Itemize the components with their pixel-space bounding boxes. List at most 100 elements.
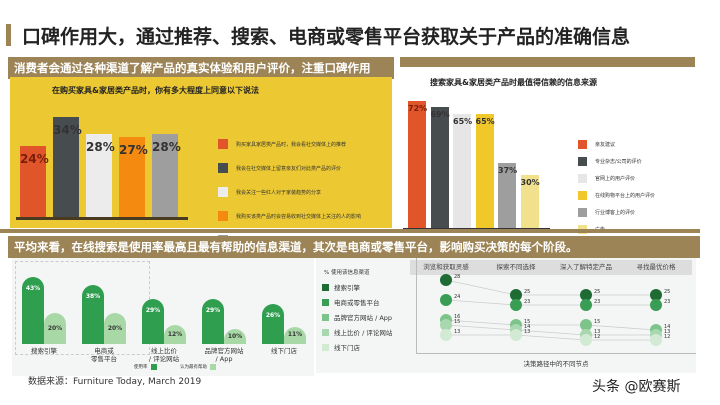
data-point xyxy=(440,319,452,331)
bar-value-label: 20% xyxy=(47,324,63,332)
data-point xyxy=(580,299,592,311)
data-label: 15 xyxy=(454,319,461,325)
chart1-bar: 28% xyxy=(152,134,181,217)
data-point xyxy=(440,329,452,341)
chart3-bar: 26% xyxy=(262,303,284,344)
legend-label: 行业博客上的评价 xyxy=(595,210,636,216)
bar-value-label: 37% xyxy=(498,165,518,175)
chart4-lines xyxy=(445,279,657,341)
legend-item: 亲友建议 xyxy=(578,140,615,149)
bar-value-label: 10% xyxy=(227,332,243,340)
chart1-axis xyxy=(16,217,188,220)
legend-label: 我会关注一些红人对于家装趋势的分享 xyxy=(236,189,322,196)
chart1-bar: 27% xyxy=(119,137,148,217)
data-label: 16 xyxy=(454,314,461,320)
legend-label: 官网上的用户评价 xyxy=(595,176,636,182)
chart3-bar: 12% xyxy=(164,325,186,344)
data-label: 23 xyxy=(524,299,531,305)
column-header: 深入了解特定产品 xyxy=(550,260,622,275)
data-label: 12 xyxy=(664,334,671,340)
bar-value-label: 69% xyxy=(430,109,450,119)
bar-value-label: 28% xyxy=(86,140,115,155)
bar-value-label: 65% xyxy=(453,116,473,126)
legend-item: 我会在社交媒体上留意亲友们对此类产品的评价 xyxy=(218,163,341,173)
legend-swatch xyxy=(218,187,228,197)
legend-swatch xyxy=(218,139,228,149)
chart4-plot: 浏览和获取灵感 探索不同选择 深入了解特定产品 寻找最优价格 28 25 25 25 24 23 2… xyxy=(410,260,696,355)
data-point xyxy=(510,289,522,301)
legend-item: 专业杂志/公司的评价 xyxy=(578,157,642,166)
chart2-bar: 65% xyxy=(453,113,473,228)
legend-label: 认为最有帮助 xyxy=(180,365,207,370)
series-line xyxy=(445,279,656,296)
bar-value-label: 12% xyxy=(167,330,183,338)
bar-value-label: 65% xyxy=(475,116,495,126)
legend-item: 搜索引擎 xyxy=(322,282,360,292)
bar-value-label: 38% xyxy=(85,293,101,301)
data-label: 12 xyxy=(594,334,601,340)
category-label: 线上比价 / 评论网站 xyxy=(148,347,180,364)
legend-label: 购买家具家居类产品时，我会看社交媒体上的推荐 xyxy=(236,141,347,148)
data-label: 23 xyxy=(664,299,671,305)
data-label: 13 xyxy=(524,329,531,335)
data-point xyxy=(650,299,662,311)
category-label: 搜索引擎 xyxy=(31,347,57,355)
legend-label: 线上比价 / 评论网站 xyxy=(334,329,393,337)
legend-label: 电商或零售平台 xyxy=(334,299,380,307)
chart2-axis xyxy=(403,228,550,229)
legend-label: 我会在社交媒体上留意亲友们对此类产品的评价 xyxy=(236,165,342,172)
bar-value-label: 24% xyxy=(20,152,49,167)
data-point xyxy=(650,289,662,301)
data-point xyxy=(440,294,452,306)
chart1-bar: 28% xyxy=(86,134,115,217)
bar-value-label: 34% xyxy=(53,122,82,137)
series-line xyxy=(445,324,656,336)
series-line xyxy=(446,334,656,341)
legend-item: 品牌官方网站 / App xyxy=(322,312,392,322)
data-label: 25 xyxy=(594,289,601,295)
column-header: 浏览和获取灵感 xyxy=(410,260,482,275)
chart3-panel: 43% 20% 搜索引擎 38% 20% 电商或 零售平台 29% 12% 线上比价 / 评论网… xyxy=(12,258,314,376)
data-label: 28 xyxy=(454,274,461,280)
bar-value-label: 27% xyxy=(119,143,148,158)
chart4-legend-title: % 使用该信息渠道 xyxy=(324,270,370,276)
data-label: 25 xyxy=(664,289,671,295)
legend-item: 购买家具家居类产品时，我会看社交媒体上的推荐 xyxy=(218,139,346,149)
chart4-legend: 搜索引擎电商或零售平台品牌官方网站 / App 线上比价 / 评论网站线下门店 xyxy=(322,282,412,362)
chart2-legend: 亲友建议专业杂志/公司的评价官网上的用户评价在线购物平台上的用户评价 行业博客上的… xyxy=(570,70,695,234)
legend-label: 搜索引擎 xyxy=(334,284,360,292)
legend-swatch xyxy=(322,283,329,291)
legend-item: 线上比价 / 评论网站 xyxy=(322,327,392,337)
chart3-bar: 10% xyxy=(224,328,246,344)
chart2-panel: 搜索家具&家居类产品时最值得信赖的信息来源 72% 69% 65% 65% 37% 30%… xyxy=(400,70,695,234)
data-label: 15 xyxy=(594,319,601,325)
data-label: 23 xyxy=(594,299,601,305)
data-point xyxy=(650,334,662,346)
legend-label: 我购买该类产品时会容易收到社交媒体上关注的人的影响 xyxy=(236,213,362,220)
data-label: 14 xyxy=(524,324,531,330)
data-point xyxy=(510,329,522,341)
bar-value-label: 20% xyxy=(107,324,123,332)
banner-strip xyxy=(400,57,695,67)
chart4-axis xyxy=(416,258,417,353)
source-note: 数据来源：Furniture Today, March 2019 xyxy=(28,377,202,387)
legend-item: 在线购物平台上的用户评价 xyxy=(578,191,655,200)
chart1-bar: 24% xyxy=(20,146,49,217)
section-banner-2: 平均来看，在线搜索是使用率最高且最有帮助的信息渠道，其次是电商或零售平台，影响购… xyxy=(8,236,700,258)
bar-value-label: 30% xyxy=(520,178,540,188)
data-label: 13 xyxy=(664,329,671,335)
legend-swatch xyxy=(578,208,587,217)
chart3-bar: 29% xyxy=(202,299,224,344)
bar-value-label: 29% xyxy=(145,307,161,315)
chart2-title: 搜索家具&家居类产品时最值得信赖的信息来源 xyxy=(430,78,597,87)
data-label: 24 xyxy=(454,294,461,300)
chart2-bar: 37% xyxy=(498,162,518,228)
chart2-bar: 65% xyxy=(475,113,495,228)
data-point xyxy=(580,334,592,346)
chart4-axis-x xyxy=(416,353,696,354)
data-point xyxy=(510,299,522,311)
legend-swatch xyxy=(322,343,329,351)
legend-item: 线下门店 xyxy=(322,342,360,352)
chart3-bar: 20% xyxy=(44,313,66,344)
chart2-bar: 72% xyxy=(408,101,427,228)
